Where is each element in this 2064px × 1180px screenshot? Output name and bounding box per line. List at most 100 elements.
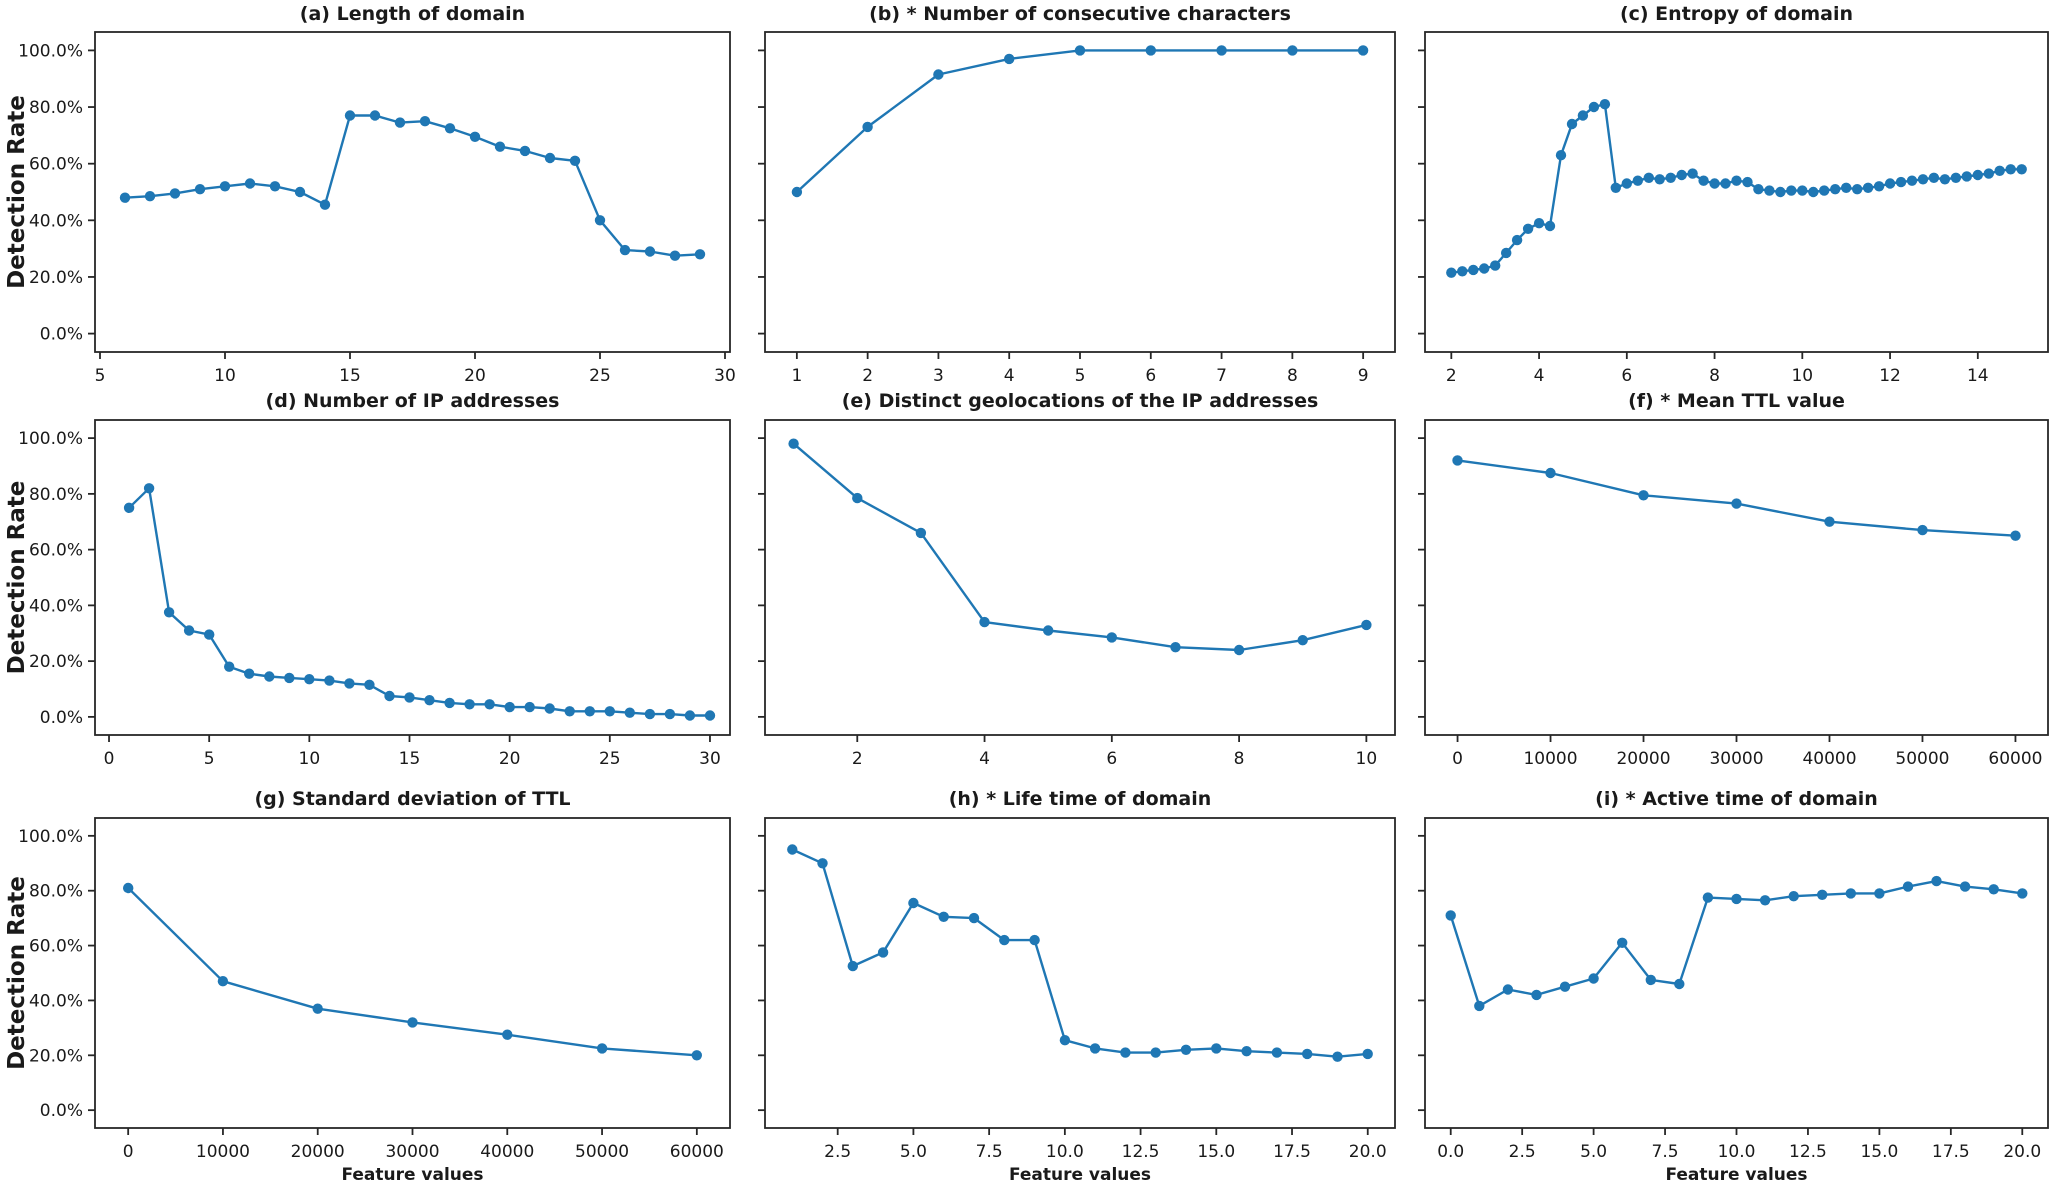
data-point <box>604 706 615 717</box>
x-axis-label-g: Feature values <box>341 1165 483 1180</box>
data-point <box>1759 895 1771 906</box>
data-point <box>908 897 919 909</box>
data-point <box>1643 172 1655 183</box>
ytick-label: 100.0% <box>18 429 83 449</box>
data-point <box>244 668 255 679</box>
data-point <box>1120 1047 1131 1058</box>
data-point <box>384 690 395 702</box>
data-point <box>684 710 696 721</box>
xtick-label: 0 <box>104 749 115 769</box>
data-point <box>1830 184 1841 195</box>
data-point <box>852 492 863 504</box>
xtick-label: 14 <box>1967 366 1989 386</box>
plot-frame-c <box>1424 31 2049 353</box>
data-point <box>524 701 535 713</box>
data-point <box>1479 263 1490 274</box>
data-point <box>1533 218 1545 229</box>
data-point <box>1931 875 1942 887</box>
xtick-label: 30 <box>714 366 736 386</box>
data-point <box>1511 234 1523 246</box>
xtick-label: 4 <box>1534 366 1545 386</box>
subplot-c: 2 4 6 8 10 12 14 (c) Entropy of domain <box>1418 3 2049 386</box>
data-point <box>1216 45 1227 56</box>
data-point <box>269 181 281 192</box>
xtick-label: 20 <box>499 749 521 769</box>
chart-title-e: (e) Distinct geolocations of the IP addr… <box>842 390 1319 412</box>
data-point <box>544 703 555 714</box>
plot-frame-d <box>94 419 731 736</box>
data-point <box>704 710 716 721</box>
chart-title-g: (g) Standard deviation of TTL <box>254 788 570 810</box>
data-point <box>1544 220 1556 232</box>
data-point <box>1502 984 1514 995</box>
xtick-label: 5 <box>1075 366 1086 386</box>
data-point <box>1786 185 1797 196</box>
data-point <box>1775 186 1786 198</box>
ytick-label: 40.0% <box>29 211 83 231</box>
data-point <box>312 1003 323 1014</box>
xtick-label: 10 <box>214 366 236 386</box>
data-point <box>1988 884 1999 895</box>
data-point <box>619 244 631 256</box>
data-point <box>664 708 676 720</box>
data-point <box>1180 1044 1192 1056</box>
data-point <box>1687 168 1698 179</box>
xtick-label: 25 <box>589 366 611 386</box>
xtick-label: 15.0 <box>1860 1142 1898 1162</box>
xtick-label: 17.5 <box>1273 1142 1311 1162</box>
data-point <box>847 960 858 972</box>
data-point <box>2017 888 2028 899</box>
data-point <box>1617 937 1628 948</box>
data-point <box>404 692 415 703</box>
xtick-label: 2 <box>862 366 873 386</box>
data-point <box>1522 223 1534 234</box>
data-point <box>1490 260 1501 271</box>
data-point <box>1731 893 1742 905</box>
ytick-label: 20.0% <box>29 268 83 288</box>
data-point <box>1610 182 1622 193</box>
data-point <box>968 912 980 924</box>
data-point <box>294 186 306 198</box>
data-point <box>564 706 575 717</box>
xtick-label: 20 <box>464 366 486 386</box>
data-point <box>1720 178 1731 189</box>
data-point <box>264 671 275 682</box>
data-point <box>1917 524 1928 536</box>
xtick-label: 10.0 <box>1718 1142 1756 1162</box>
data-point <box>484 699 495 710</box>
subplot-f: 0 10000 20000 30000 40000 50000 60000 (f) * Mea… <box>1418 390 2049 769</box>
data-point <box>1902 881 1914 892</box>
data-point <box>1698 175 1709 186</box>
xtick-label: 10 <box>1356 749 1378 769</box>
subplot-h: 2.5 5.0 7.5 10.0 12.5 15.0 17.5 20.0 (h) * Life … <box>758 788 1396 1180</box>
data-point <box>817 858 828 869</box>
ytick-label: 20.0% <box>29 652 83 672</box>
data-point <box>163 607 175 618</box>
ytick-label: 60.0% <box>29 937 83 957</box>
xtick-label: 10 <box>299 749 321 769</box>
data-point <box>2016 164 2027 175</box>
data-point <box>407 1017 418 1028</box>
data-point <box>143 483 155 494</box>
xtick-label: 0.0 <box>1437 1142 1464 1162</box>
data-point <box>938 911 949 922</box>
xtick-label: 7.5 <box>976 1142 1003 1162</box>
xtick-label: 10000 <box>1523 749 1577 769</box>
data-point <box>915 527 927 539</box>
data-point <box>1555 150 1567 161</box>
chart-title-i: (i) * Active time of domain <box>1595 788 1878 810</box>
data-point <box>669 250 681 261</box>
x-axis-label-i: Feature values <box>1665 1165 1807 1180</box>
data-point <box>1959 881 1971 892</box>
subplot-g: 0.0% 20.0% 40.0% 60.0% 80.0% 100.0% 0 10000 2000… <box>4 788 731 1180</box>
data-point <box>394 117 406 128</box>
data-point <box>694 249 706 260</box>
xtick-label: 15.0 <box>1197 1142 1235 1162</box>
data-point <box>1233 644 1245 656</box>
series-line-e <box>792 442 1368 652</box>
data-point <box>123 882 134 894</box>
data-point <box>1928 172 1940 183</box>
ytick-label: 80.0% <box>29 485 83 505</box>
ytick-label: 0.0% <box>40 325 83 345</box>
